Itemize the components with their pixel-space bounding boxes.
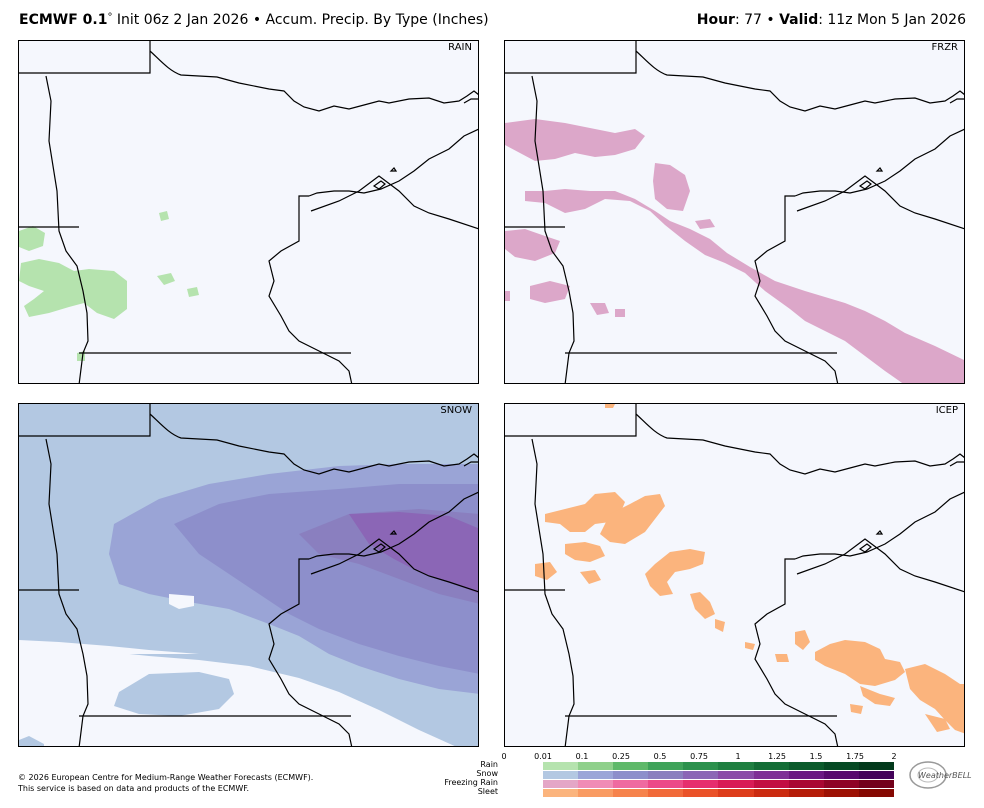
legend-tick: 0.75: [690, 752, 708, 761]
legend-swatch: [788, 762, 824, 770]
legend-tick: 1: [735, 752, 741, 761]
init-text: Init 06z 2 Jan 2026 • Accum. Precip. By …: [112, 12, 489, 28]
legend-swatch: [858, 762, 894, 770]
logo-swirl-icon: [909, 761, 947, 789]
legend-swatch: [788, 780, 824, 788]
header: ECMWF 0.1° Init 06z 2 Jan 2026 • Accum. …: [0, 0, 984, 40]
legend-swatch: [683, 771, 719, 779]
copyright-line-1: © 2026 European Centre for Medium-Range …: [18, 773, 314, 782]
legend-swatch: [858, 789, 894, 797]
legend-swatch: [753, 789, 789, 797]
legend-swatch: [718, 762, 754, 770]
legend-swatch: [718, 789, 754, 797]
legend-swatch: [683, 762, 719, 770]
legend-swatch: [613, 780, 649, 788]
legend-row-snow: Snow: [476, 769, 498, 778]
model-name: ECMWF 0.1: [19, 12, 108, 28]
panel-label-icep: ICEP: [933, 405, 960, 416]
copyright: © 2026 European Centre for Medium-Range …: [18, 772, 313, 794]
legend-swatch: [578, 762, 614, 770]
panel-label-snow: SNOW: [438, 405, 474, 416]
legend-tick: 1.75: [846, 752, 864, 761]
panel-label-rain: RAIN: [446, 42, 474, 53]
rain-panel: RAIN: [18, 40, 479, 384]
legend-tick: 0: [501, 752, 507, 761]
legend: 0 0.01 0.1 0.25 0.5 0.75 1 1.25 1.5 1.75…: [444, 752, 900, 804]
degree-mark: °: [107, 12, 113, 23]
legend-swatch: [543, 789, 579, 797]
legend-swatch: [753, 780, 789, 788]
legend-tick: 0.1: [575, 752, 589, 761]
legend-tick: 0.25: [612, 752, 630, 761]
legend-swatch: [788, 771, 824, 779]
legend-row-sleet: Sleet: [477, 787, 498, 796]
legend-swatch: [823, 789, 859, 797]
legend-swatch: [683, 780, 719, 788]
legend-swatch: [543, 771, 579, 779]
legend-swatch: [718, 771, 754, 779]
legend-row-frzr: Freezing Rain: [444, 778, 498, 787]
icep-map: [505, 404, 964, 746]
legend-swatch: [683, 789, 719, 797]
snow-map: [19, 404, 478, 746]
legend-swatch: [543, 780, 579, 788]
frzr-map: [505, 41, 964, 383]
legend-bar-sleet: [543, 789, 894, 797]
legend-swatch: [613, 771, 649, 779]
legend-row-rain: Rain: [480, 760, 498, 769]
legend-bar-snow: [543, 771, 894, 779]
legend-bar-rain: [543, 762, 894, 770]
legend-swatch: [823, 780, 859, 788]
panel-label-frzr: FRZR: [929, 42, 960, 53]
legend-swatch: [858, 771, 894, 779]
legend-tick: 0.5: [653, 752, 667, 761]
valid-time: Hour: 77 • Valid: 11z Mon 5 Jan 2026: [697, 12, 966, 28]
legend-tick: 1.5: [809, 752, 823, 761]
legend-bar-frzr: [543, 780, 894, 788]
icep-panel: ICEP: [504, 403, 965, 747]
legend-tick: 0.01: [534, 752, 552, 761]
snow-panel: SNOW: [18, 403, 479, 747]
legend-swatch: [648, 780, 684, 788]
rain-map: [19, 41, 478, 383]
weatherbell-logo: WeatherBELL: [908, 760, 972, 792]
map-title: ECMWF 0.1° Init 06z 2 Jan 2026 • Accum. …: [19, 12, 489, 28]
legend-swatch: [648, 789, 684, 797]
legend-tick: 2: [891, 752, 897, 761]
legend-swatch: [718, 780, 754, 788]
hour-value: : 77 •: [734, 12, 780, 28]
legend-swatch: [648, 762, 684, 770]
legend-swatch: [578, 789, 614, 797]
legend-swatch: [753, 771, 789, 779]
legend-swatch: [753, 762, 789, 770]
copyright-line-2: This service is based on data and produc…: [18, 784, 250, 793]
legend-swatch: [578, 771, 614, 779]
legend-swatch: [858, 780, 894, 788]
hour-label: Hour: [696, 12, 735, 28]
legend-swatch: [543, 762, 579, 770]
legend-swatch: [823, 771, 859, 779]
frzr-panel: FRZR: [504, 40, 965, 384]
legend-swatch: [578, 780, 614, 788]
legend-swatch: [613, 789, 649, 797]
legend-swatch: [613, 762, 649, 770]
legend-tick: 1.25: [768, 752, 786, 761]
valid-value: : 11z Mon 5 Jan 2026: [818, 12, 966, 28]
logo-text: WeatherBELL: [918, 771, 972, 780]
legend-swatch: [788, 789, 824, 797]
valid-label: Valid: [779, 12, 819, 28]
legend-swatch: [648, 771, 684, 779]
legend-swatch: [823, 762, 859, 770]
